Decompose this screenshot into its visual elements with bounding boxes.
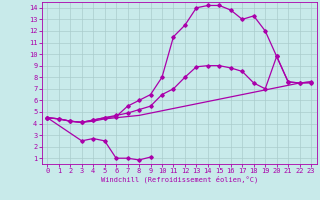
X-axis label: Windchill (Refroidissement éolien,°C): Windchill (Refroidissement éolien,°C): [100, 176, 258, 183]
